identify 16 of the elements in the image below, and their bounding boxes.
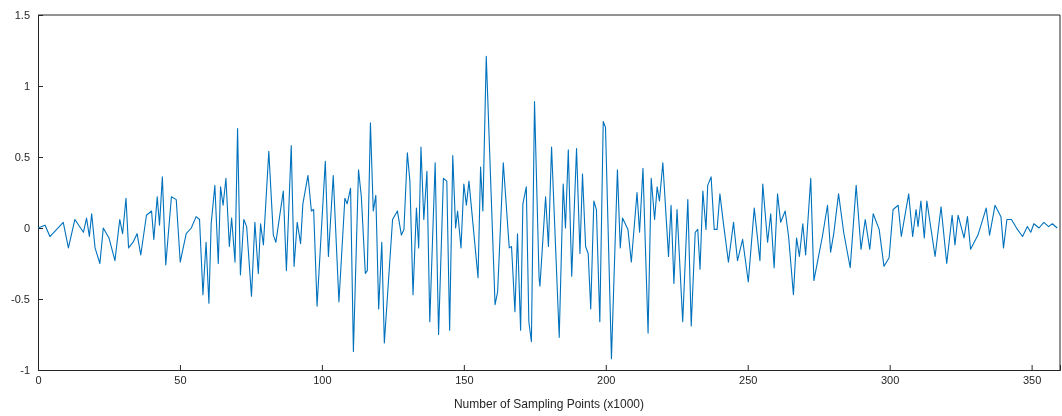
x-tick-label: 100 bbox=[313, 373, 332, 386]
x-axis-title: Number of Sampling Points (x1000) bbox=[453, 397, 645, 411]
y-tick-label: 0 bbox=[23, 222, 30, 235]
x-tick-label: 250 bbox=[739, 373, 758, 386]
x-tick-label: 0 bbox=[35, 373, 42, 386]
y-tick-label: 0.5 bbox=[14, 151, 30, 164]
y-tick-label: -1 bbox=[20, 364, 30, 377]
y-tick-label: 1.5 bbox=[14, 9, 30, 22]
y-tick-label: -0.5 bbox=[11, 293, 30, 306]
x-tick-label: 300 bbox=[880, 373, 900, 386]
x-tick-label: 50 bbox=[174, 373, 187, 386]
y-tick-label: 1 bbox=[23, 80, 30, 93]
line-series bbox=[37, 55, 1058, 360]
x-tick-label: 150 bbox=[455, 373, 474, 386]
x-tick-label: 350 bbox=[1022, 373, 1042, 386]
x-tick-label: 200 bbox=[597, 373, 616, 386]
